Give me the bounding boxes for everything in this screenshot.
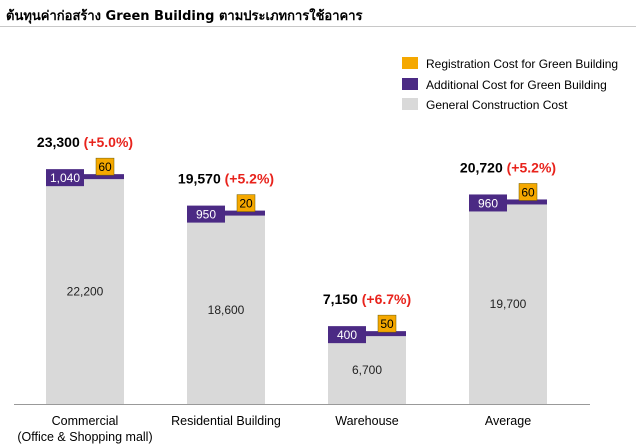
total-value: 23,300 bbox=[37, 134, 84, 150]
legend-label: Registration Cost for Green Building bbox=[426, 57, 618, 71]
bar-additional-cost bbox=[328, 331, 406, 337]
total-change: (+5.2%) bbox=[507, 159, 556, 175]
value-label-registration: 50 bbox=[380, 317, 394, 331]
legend-swatch bbox=[402, 78, 418, 90]
bar-general-construction bbox=[187, 215, 265, 404]
bar-general-construction bbox=[469, 204, 547, 404]
total-value: 7,150 bbox=[323, 291, 362, 307]
bar-additional-cost bbox=[187, 210, 265, 216]
value-box-additional bbox=[187, 205, 225, 223]
total-change: (+5.2%) bbox=[225, 171, 274, 187]
bar-additional-cost bbox=[469, 199, 547, 205]
value-label-general: 22,200 bbox=[67, 285, 104, 299]
total-label: 7,150 (+6.7%) bbox=[323, 291, 411, 307]
value-box-additional bbox=[328, 326, 366, 344]
legend-swatch bbox=[402, 98, 418, 110]
value-label-additional: 400 bbox=[337, 328, 357, 342]
value-box-registration bbox=[518, 183, 538, 201]
bar-general-construction bbox=[46, 179, 124, 404]
bar-additional-cost bbox=[46, 174, 124, 180]
value-label-general: 6,700 bbox=[352, 363, 382, 377]
value-label-additional: 950 bbox=[196, 208, 216, 222]
value-label-general: 19,700 bbox=[490, 297, 527, 311]
value-label-registration: 60 bbox=[98, 160, 112, 174]
value-label-registration: 20 bbox=[239, 197, 253, 211]
total-label: 20,720 (+5.2%) bbox=[460, 159, 556, 175]
chart-title: ต้นทุนค่าก่อสร้าง Green Building ตามประเ… bbox=[6, 9, 363, 24]
category-label: Residential Building bbox=[171, 414, 281, 428]
value-box-additional bbox=[469, 194, 507, 212]
bar-general-construction bbox=[328, 336, 406, 404]
value-box-registration bbox=[95, 157, 115, 176]
value-box-registration bbox=[377, 314, 397, 333]
legend-label: Additional Cost for Green Building bbox=[426, 78, 607, 92]
value-label-registration: 60 bbox=[521, 185, 535, 199]
title-divider bbox=[0, 26, 636, 27]
category-label: (Office & Shopping mall) bbox=[17, 430, 152, 444]
total-change: (+6.7%) bbox=[362, 291, 411, 307]
value-box-additional bbox=[46, 169, 84, 187]
total-change: (+5.0%) bbox=[84, 134, 133, 150]
value-label-additional: 1,040 bbox=[50, 171, 80, 185]
total-value: 19,570 bbox=[178, 171, 225, 187]
total-value: 20,720 bbox=[460, 159, 507, 175]
value-box-registration bbox=[236, 194, 256, 212]
category-label: Average bbox=[485, 414, 531, 428]
category-label: Commercial bbox=[52, 414, 119, 428]
value-label-additional: 960 bbox=[478, 196, 498, 210]
legend-swatch bbox=[402, 57, 418, 69]
legend-label: General Construction Cost bbox=[426, 98, 568, 112]
total-label: 23,300 (+5.0%) bbox=[37, 134, 133, 150]
total-label: 19,570 (+5.2%) bbox=[178, 171, 274, 187]
category-label: Warehouse bbox=[335, 414, 399, 428]
value-label-general: 18,600 bbox=[208, 303, 245, 317]
